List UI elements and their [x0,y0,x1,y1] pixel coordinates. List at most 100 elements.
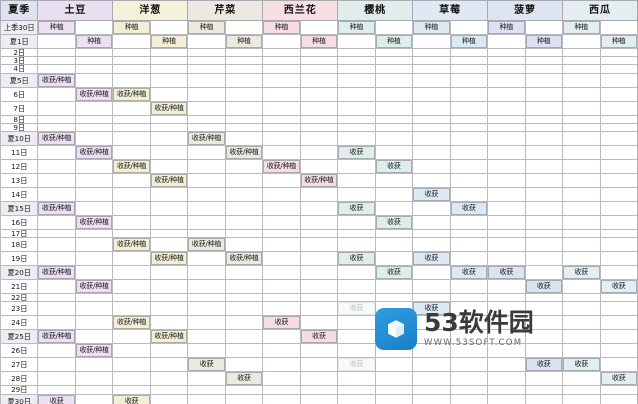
cell-potato-lane2[interactable]: 收获/种植 [74,86,114,102]
cell-melon-lane2[interactable] [599,329,638,345]
cell-melon-lane1[interactable] [562,201,601,217]
cell-brocc-lane1[interactable] [262,215,301,231]
cell-melon-lane2[interactable]: 收获 [599,279,638,295]
cell-straw-lane1[interactable] [412,329,451,345]
cell-onion-lane2[interactable] [149,159,189,175]
cell-brocc-lane2[interactable] [299,251,339,267]
cell-pine-lane1[interactable] [487,237,526,253]
cell-melon-lane2[interactable] [599,86,638,102]
cell-cherry-lane2[interactable]: 收获 [374,159,414,175]
cell-straw-lane1[interactable] [412,86,451,102]
cell-pine-lane1[interactable] [487,251,526,267]
cell-potato-lane1[interactable] [37,114,76,124]
cell-celery-lane1[interactable] [187,173,226,189]
cell-cherry-lane1[interactable] [337,47,376,58]
cell-potato-lane2[interactable]: 收获/种植 [74,279,114,295]
cell-melon-lane1[interactable] [562,329,601,345]
cell-pine-lane1[interactable] [487,86,526,102]
cell-melon-lane1[interactable] [562,86,601,102]
cell-cherry-lane2[interactable] [374,20,414,35]
cell-straw-lane1[interactable]: 收获 [412,251,451,267]
cell-straw-lane1[interactable] [412,114,451,124]
cell-celery-lane1[interactable] [187,251,226,267]
cell-pine-lane2[interactable] [524,159,564,175]
cell-melon-lane1[interactable] [562,56,601,66]
cell-onion-lane1[interactable]: 种植 [112,20,151,35]
cell-celery-lane2[interactable]: 收获/种植 [224,251,264,267]
cell-cherry-lane2[interactable]: 收获 [374,265,414,281]
cell-onion-lane1[interactable] [112,187,151,203]
cell-straw-lane2[interactable] [449,393,489,404]
cell-cherry-lane1[interactable] [337,56,376,66]
cell-pine-lane2[interactable] [524,64,564,74]
cell-brocc-lane2[interactable] [299,56,339,66]
cell-onion-lane2[interactable] [149,131,189,147]
cell-potato-lane1[interactable] [37,229,76,239]
cell-potato-lane1[interactable] [37,215,76,231]
cell-cherry-lane2[interactable] [374,301,414,317]
cell-celery-lane2[interactable] [224,47,264,58]
cell-brocc-lane2[interactable] [299,86,339,102]
cell-celery-lane2[interactable] [224,265,264,281]
cell-potato-lane1[interactable] [37,279,76,295]
cell-straw-lane1[interactable] [412,131,451,147]
cell-potato-lane1[interactable]: 收获/种植 [37,131,76,147]
cell-celery-lane2[interactable] [224,100,264,116]
cell-cherry-lane1[interactable] [337,293,376,303]
cell-cherry-lane2[interactable] [374,72,414,88]
cell-potato-lane2[interactable] [74,173,114,189]
cell-cherry-lane1[interactable] [337,64,376,74]
cell-brocc-lane1[interactable] [262,122,301,133]
cell-straw-lane1[interactable] [412,343,451,359]
cell-melon-lane2[interactable] [599,100,638,116]
cell-cherry-lane2[interactable]: 种植 [374,34,414,49]
cell-pine-lane1[interactable] [487,215,526,231]
cell-potato-lane2[interactable]: 收获/种植 [74,215,114,231]
cell-potato-lane2[interactable] [74,100,114,116]
cell-celery-lane2[interactable] [224,86,264,102]
cell-brocc-lane1[interactable] [262,251,301,267]
cell-brocc-lane1[interactable] [262,72,301,88]
cell-onion-lane1[interactable] [112,34,151,49]
cell-brocc-lane2[interactable] [299,215,339,231]
cell-brocc-lane2[interactable] [299,343,339,359]
cell-brocc-lane2[interactable] [299,315,339,331]
cell-celery-lane2[interactable] [224,393,264,404]
cell-celery-lane2[interactable] [224,329,264,345]
cell-brocc-lane1[interactable] [262,229,301,239]
cell-melon-lane1[interactable] [562,293,601,303]
cell-cherry-lane2[interactable] [374,229,414,239]
cell-pine-lane1[interactable] [487,145,526,161]
cell-celery-lane1[interactable] [187,329,226,345]
cell-potato-lane2[interactable] [74,265,114,281]
cell-cherry-lane2[interactable] [374,64,414,74]
cell-potato-lane2[interactable] [74,329,114,345]
cell-melon-lane1[interactable] [562,315,601,331]
cell-pine-lane1[interactable] [487,72,526,88]
cell-potato-lane2[interactable] [74,385,114,395]
cell-melon-lane2[interactable] [599,265,638,281]
cell-celery-lane2[interactable] [224,173,264,189]
cell-potato-lane1[interactable] [37,56,76,66]
cell-brocc-lane2[interactable] [299,371,339,387]
cell-celery-lane1[interactable] [187,315,226,331]
cell-straw-lane2[interactable] [449,187,489,203]
cell-pine-lane2[interactable] [524,343,564,359]
cell-straw-lane2[interactable] [449,357,489,373]
cell-melon-lane2[interactable] [599,301,638,317]
cell-celery-lane2[interactable] [224,131,264,147]
cell-potato-lane2[interactable] [74,371,114,387]
cell-brocc-lane1[interactable] [262,279,301,295]
cell-onion-lane1[interactable] [112,229,151,239]
cell-celery-lane2[interactable] [224,20,264,35]
cell-melon-lane1[interactable] [562,114,601,124]
cell-celery-lane2[interactable]: 收获/种植 [224,145,264,161]
cell-pine-lane1[interactable] [487,47,526,58]
cell-straw-lane2[interactable] [449,315,489,331]
cell-pine-lane2[interactable] [524,20,564,35]
cell-straw-lane2[interactable] [449,343,489,359]
cell-melon-lane2[interactable] [599,343,638,359]
cell-onion-lane2[interactable] [149,56,189,66]
cell-celery-lane2[interactable]: 收获 [224,371,264,387]
cell-straw-lane1[interactable] [412,385,451,395]
